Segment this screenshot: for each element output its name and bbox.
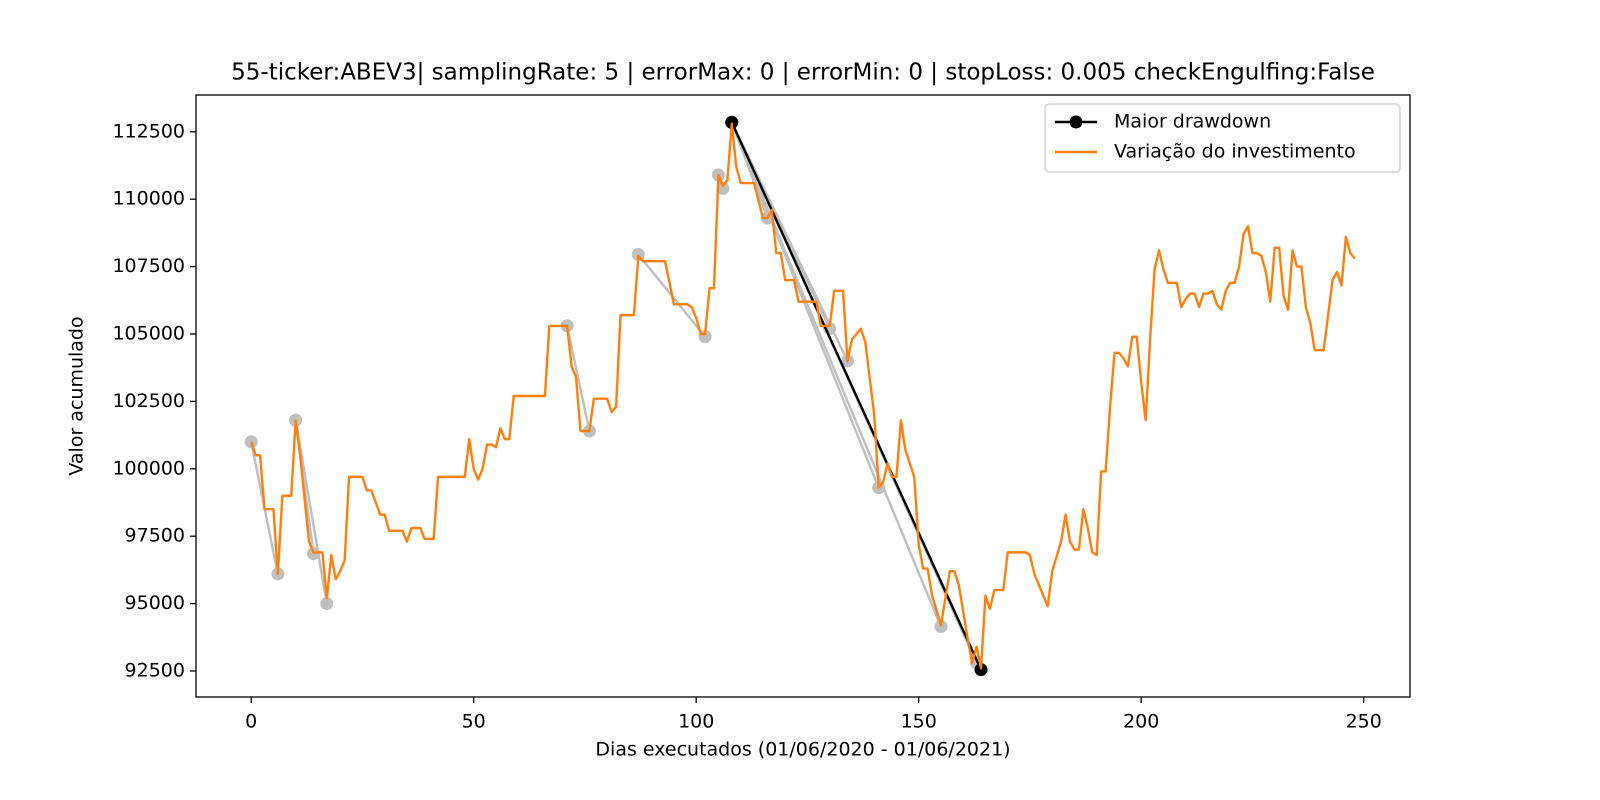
series-marker [320, 597, 334, 611]
legend-marker [1069, 115, 1083, 129]
y-tick-label: 107500 [112, 255, 185, 277]
series-line [250, 122, 1356, 670]
x-tick-label: 200 [1123, 711, 1159, 733]
y-tick-label: 102500 [112, 390, 185, 412]
series-line [294, 420, 329, 604]
y-tick-label: 105000 [112, 322, 185, 344]
chart-title: 55-ticker:ABEV3| samplingRate: 5 | error… [231, 60, 1375, 86]
x-tick-label: 50 [462, 711, 486, 733]
axes-frame [195, 94, 1411, 698]
x-tick-label: 0 [245, 711, 257, 733]
x-tick-label: 250 [1346, 711, 1382, 733]
series-line [565, 325, 591, 432]
series-marker [631, 247, 645, 261]
plot-area [244, 115, 1356, 677]
x-tick-label: 150 [901, 711, 937, 733]
x-axis-label: Dias executados (01/06/2020 - 01/06/2021… [595, 739, 1010, 761]
legend-box [1044, 103, 1401, 173]
series-marker [725, 115, 739, 129]
series-marker [716, 181, 730, 195]
series-marker [974, 663, 988, 677]
y-axis-label: Valor acumulado [66, 316, 88, 475]
legend-label: Maior drawdown [1114, 111, 1271, 133]
series-line [730, 121, 943, 627]
y-tick-label: 112500 [112, 120, 185, 142]
legend-label: Variação do investimento [1114, 141, 1356, 163]
y-tick-label: 92500 [125, 659, 185, 681]
y-tick-label: 95000 [125, 592, 185, 614]
y-tick-label: 100000 [112, 457, 185, 479]
series-marker [934, 620, 948, 634]
y-tick-label: 110000 [112, 188, 185, 210]
y-tick-label: 97500 [125, 525, 185, 547]
x-tick-label: 100 [678, 711, 714, 733]
